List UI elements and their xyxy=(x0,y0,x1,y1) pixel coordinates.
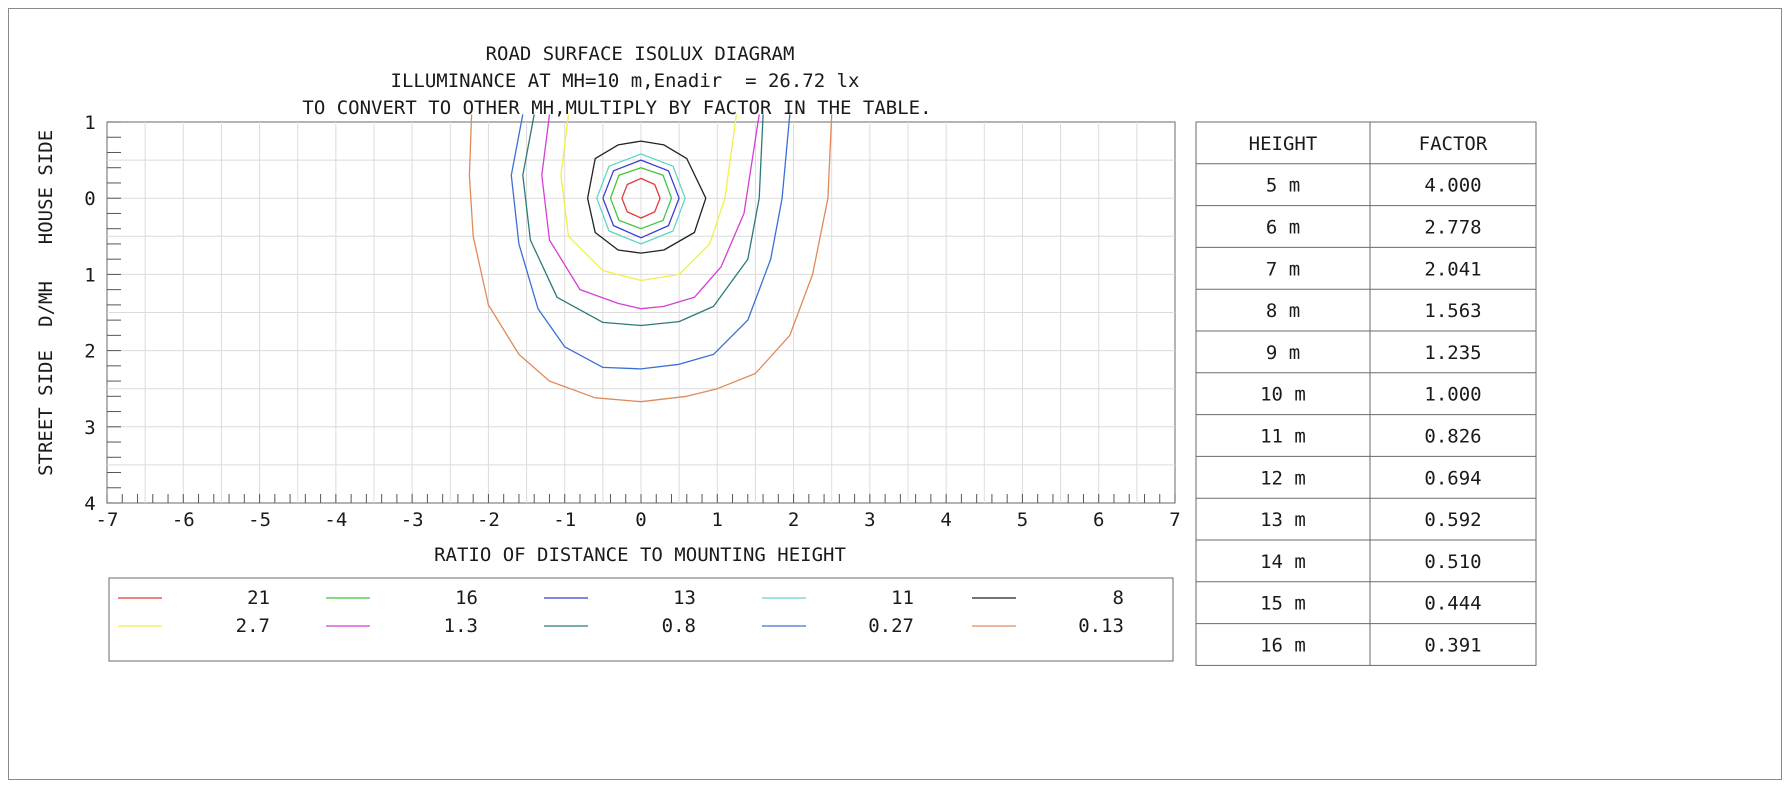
factor-table-height-cell: 9 m xyxy=(1266,342,1300,364)
factor-table-factor-cell: 4.000 xyxy=(1424,175,1481,197)
y-tick-labels: 1 0 1 2 3 4 xyxy=(84,112,95,515)
legend-label: 2.7 xyxy=(236,615,270,637)
x-tick-label: -2 xyxy=(477,509,500,531)
factor-table-height-cell: 14 m xyxy=(1260,551,1306,573)
factor-table-factor-cell: 0.510 xyxy=(1424,551,1481,573)
isolux-line-1.3 xyxy=(541,114,760,310)
legend-label: 13 xyxy=(673,587,696,609)
legend-label: 1.3 xyxy=(444,615,478,637)
x-axis-label: RATIO OF DISTANCE TO MOUNTING HEIGHT xyxy=(434,544,846,566)
factor-table-factor-cell: 0.444 xyxy=(1424,593,1481,615)
factor-table-factor-cell: 0.694 xyxy=(1424,467,1481,489)
factor-table-height-cell: 8 m xyxy=(1266,300,1300,322)
isolux-line-16 xyxy=(609,167,673,230)
y-tick-label: 1 xyxy=(84,112,95,134)
legend-label: 8 xyxy=(1113,587,1124,609)
factor-table-factor-cell: 2.041 xyxy=(1424,258,1481,280)
x-tick-label: -1 xyxy=(553,509,576,531)
isolux-line-8 xyxy=(586,140,707,254)
factor-table-factor-cell: 2.778 xyxy=(1424,217,1481,239)
y-tick-label: 0 xyxy=(84,188,95,210)
factor-table-factor-cell: 0.826 xyxy=(1424,426,1481,448)
isolux-line-11 xyxy=(596,153,686,245)
legend-label: 16 xyxy=(455,587,478,609)
x-tick-label: 6 xyxy=(1093,509,1104,531)
x-tick-label: -5 xyxy=(248,509,271,531)
factor-table-height-cell: 16 m xyxy=(1260,635,1306,657)
x-tick-labels: -7 -6 -5 -4 -3 -2 -1 0 1 2 3 4 5 6 7 xyxy=(96,509,1181,531)
factor-table-height-cell: 12 m xyxy=(1260,467,1306,489)
y-axis-label-dmh: D/MH xyxy=(35,281,57,327)
factor-table-height-cell: 13 m xyxy=(1260,509,1306,531)
factor-table-height-cell: 11 m xyxy=(1260,426,1306,448)
x-tick-label: 1 xyxy=(712,509,723,531)
x-tick-label: 4 xyxy=(940,509,951,531)
y-tick-label: 3 xyxy=(84,417,95,439)
factor-table-height-cell: 10 m xyxy=(1260,384,1306,406)
factor-table-height-cell: 6 m xyxy=(1266,217,1300,239)
chart-subtitle: ILLUMINANCE AT MH=10 m,Enadir = 26.72 lx xyxy=(391,70,860,92)
x-tick-label: 5 xyxy=(1017,509,1028,531)
y-tick-label: 1 xyxy=(84,264,95,286)
x-tick-label: 3 xyxy=(864,509,875,531)
factor-table-factor-cell: 1.563 xyxy=(1424,300,1481,322)
legend-label: 0.8 xyxy=(662,615,696,637)
legend-label: 11 xyxy=(891,587,914,609)
x-tick-label: -3 xyxy=(401,509,424,531)
x-tick-label: 0 xyxy=(635,509,646,531)
legend: 21 16 13 11 8 2.7 1.3 0.8 0.27 0.13 xyxy=(118,587,1124,637)
y-tick-label: 4 xyxy=(84,493,95,515)
isolux-line-0.13 xyxy=(468,114,833,403)
legend-label: 0.13 xyxy=(1078,615,1124,637)
chart-conversion-note: TO CONVERT TO OTHER MH,MULTIPLY BY FACTO… xyxy=(302,97,931,119)
legend-label: 21 xyxy=(247,587,270,609)
isolux-line-2.7 xyxy=(560,114,738,282)
isolux-line-0.8 xyxy=(522,114,764,327)
x-tick-label: -4 xyxy=(324,509,347,531)
isolux-line-13 xyxy=(602,159,680,239)
factor-table-factor-cell: 1.235 xyxy=(1424,342,1481,364)
isolux-line-0.27 xyxy=(510,114,791,370)
legend-box xyxy=(108,577,1174,662)
x-tick-label: -7 xyxy=(96,509,119,531)
factor-table-height-cell: 15 m xyxy=(1260,593,1306,615)
isolux-line-21 xyxy=(621,177,661,219)
x-tick-label: -6 xyxy=(172,509,195,531)
factor-table-factor-cell: 1.000 xyxy=(1424,384,1481,406)
y-axis-label-group: STREET SIDE D/MH HOUSE SIDE xyxy=(35,130,57,476)
factor-table: HEIGHT FACTOR 5 m 4.000 6 m 2.778 7 m 2.041 8 m 1… xyxy=(1195,121,1537,666)
isolux-contours xyxy=(468,114,833,403)
y-axis-label-house-side: HOUSE SIDE xyxy=(35,130,57,244)
factor-table-border xyxy=(1195,121,1537,666)
y-axis-label-street-side: STREET SIDE xyxy=(35,350,57,476)
factor-table-height-cell: 5 m xyxy=(1266,175,1300,197)
factor-table-factor-cell: 0.592 xyxy=(1424,509,1481,531)
plot-grid xyxy=(107,122,1175,503)
factor-table-header-height: HEIGHT xyxy=(1249,133,1318,155)
chart-title: ROAD SURFACE ISOLUX DIAGRAM xyxy=(486,43,795,65)
minor-ticks xyxy=(106,121,1176,504)
x-tick-label: 2 xyxy=(788,509,799,531)
y-tick-label: 2 xyxy=(84,341,95,363)
factor-table-factor-cell: 0.391 xyxy=(1424,635,1481,657)
x-tick-label: 7 xyxy=(1169,509,1180,531)
factor-table-height-cell: 7 m xyxy=(1266,258,1300,280)
factor-table-header-factor: FACTOR xyxy=(1419,133,1488,155)
legend-label: 0.27 xyxy=(868,615,914,637)
